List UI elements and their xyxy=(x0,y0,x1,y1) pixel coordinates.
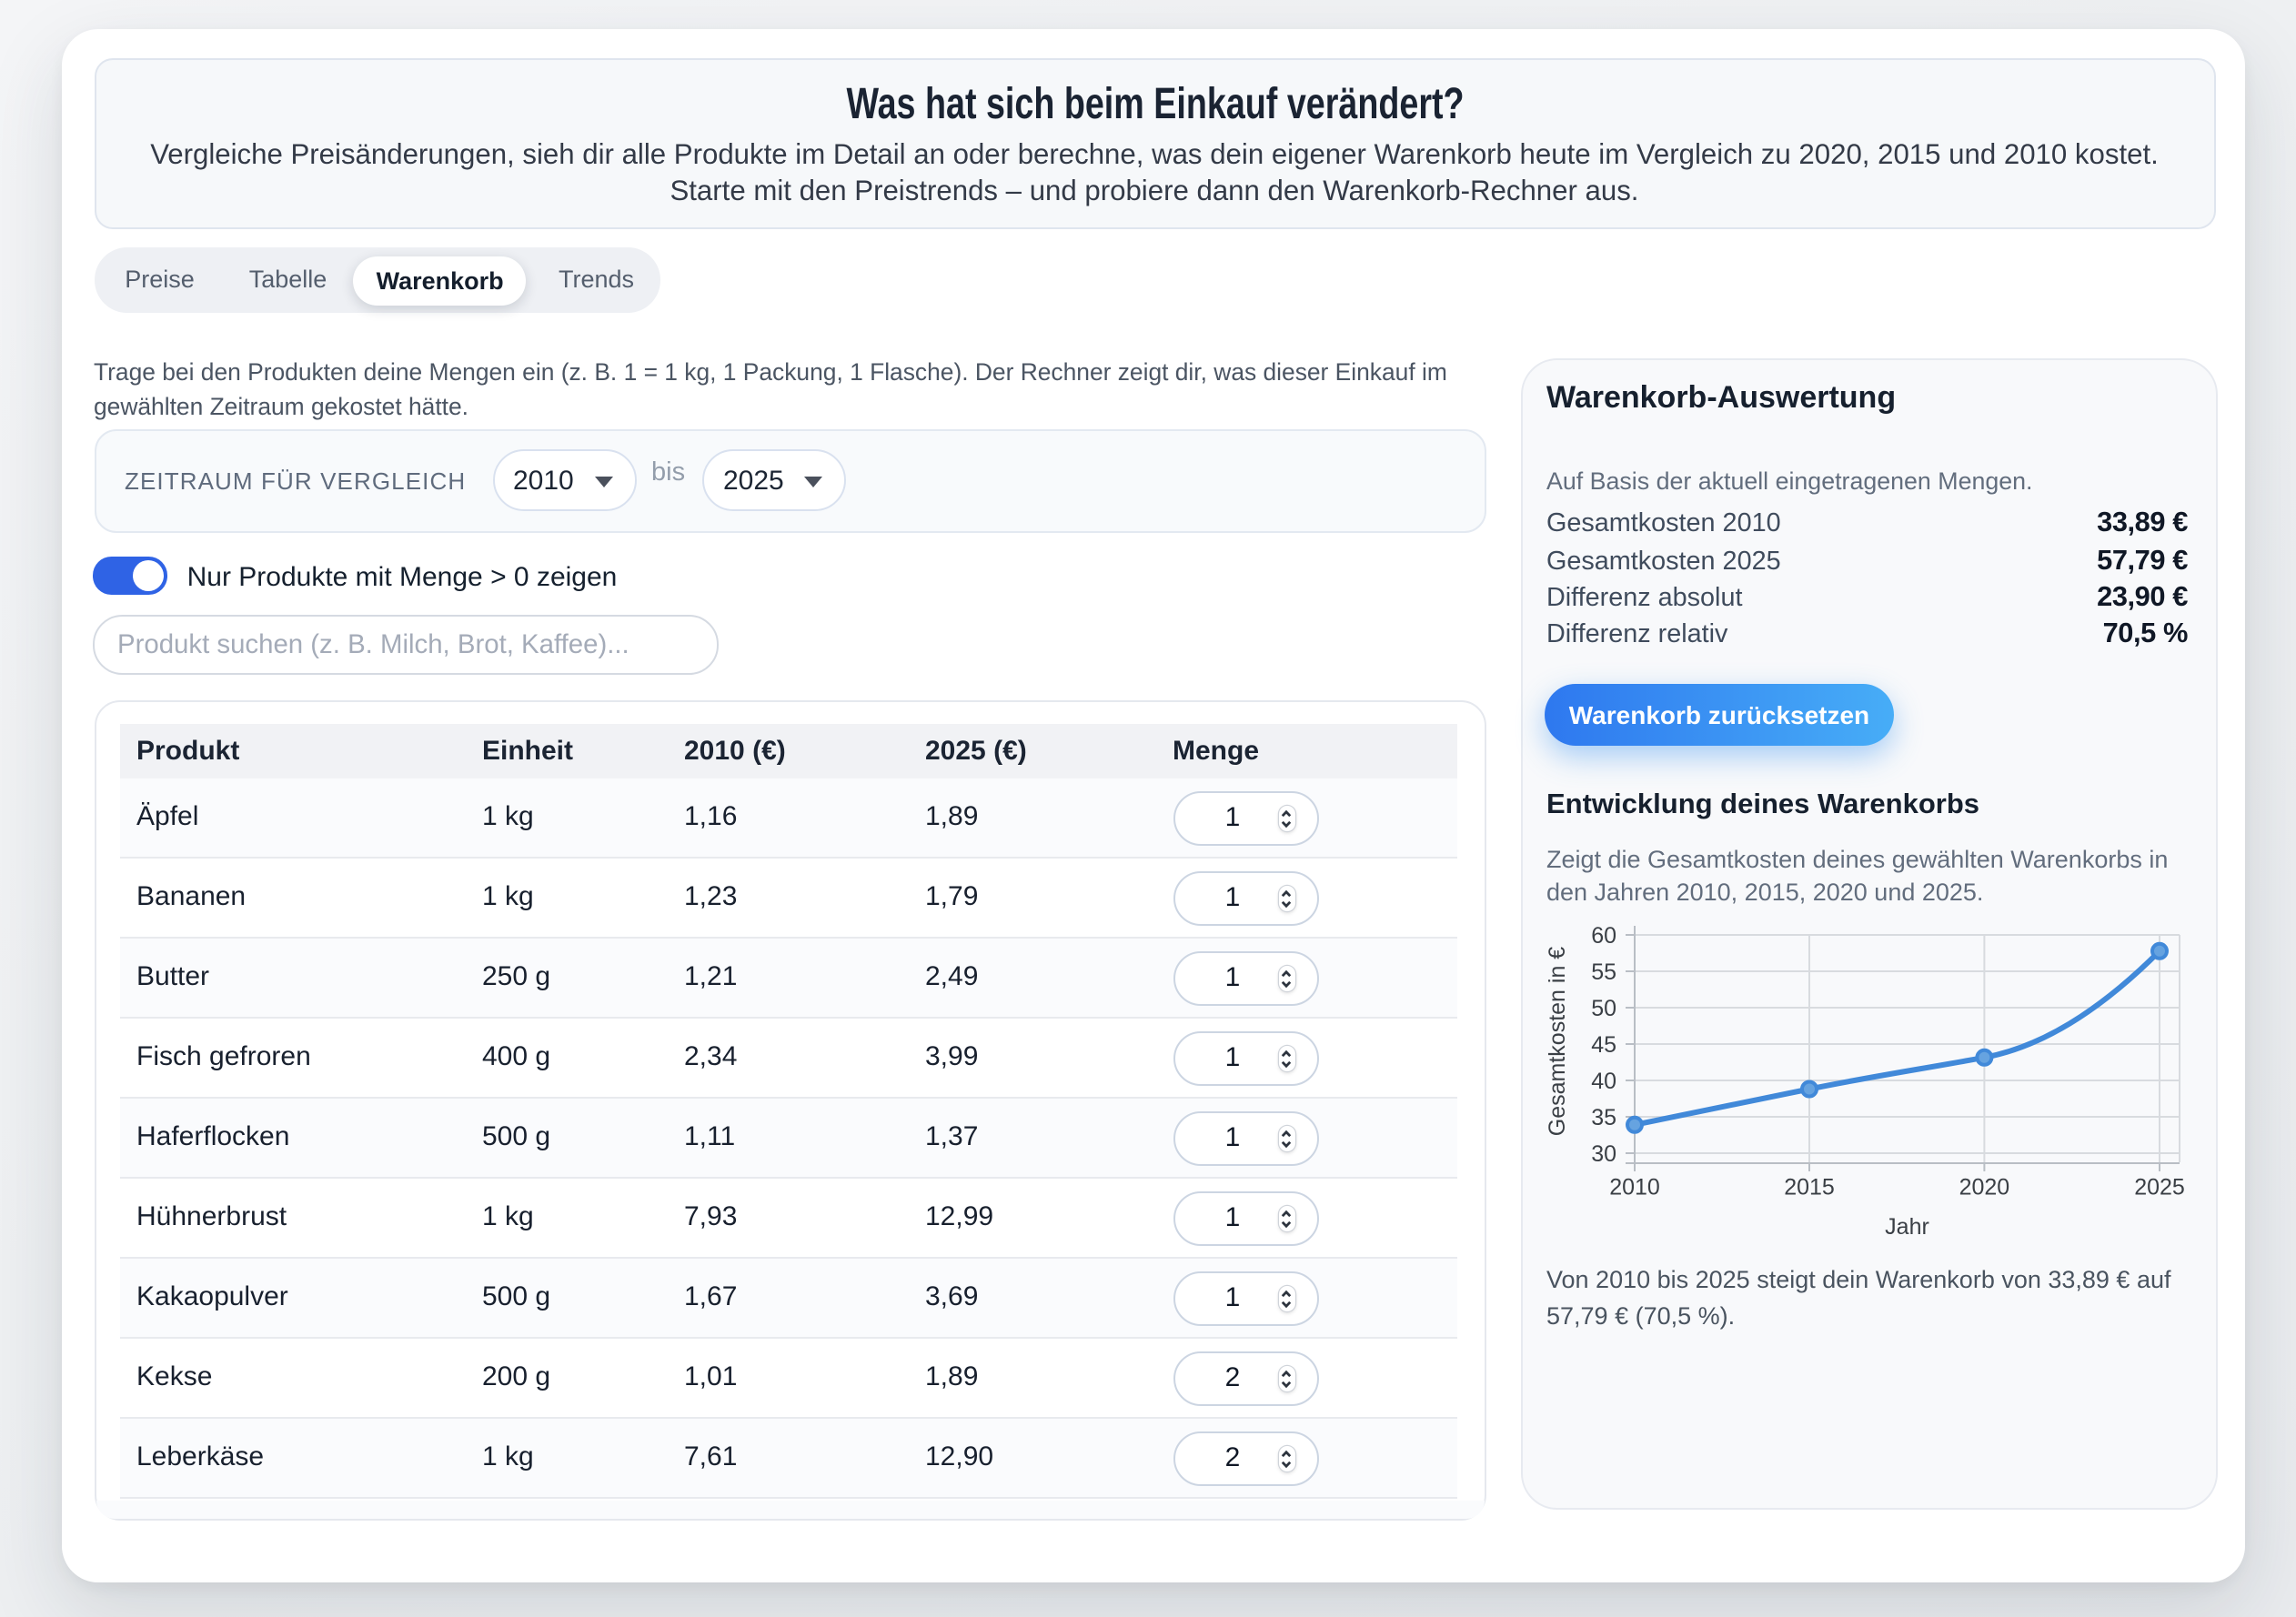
svg-text:30: 30 xyxy=(1590,1140,1616,1166)
svg-text:2010: 2010 xyxy=(1608,1174,1659,1200)
svg-text:40: 40 xyxy=(1590,1068,1616,1093)
svg-text:2020: 2020 xyxy=(1959,1174,2009,1200)
svg-text:2025: 2025 xyxy=(2133,1174,2184,1200)
svg-text:Jahr: Jahr xyxy=(1884,1213,1928,1239)
svg-text:60: 60 xyxy=(1590,922,1616,948)
svg-text:2015: 2015 xyxy=(1783,1174,1834,1200)
svg-text:55: 55 xyxy=(1590,959,1616,984)
svg-text:Gesamtkosten in €: Gesamtkosten in € xyxy=(1544,946,1569,1136)
svg-text:35: 35 xyxy=(1590,1104,1616,1130)
svg-text:45: 45 xyxy=(1590,1031,1616,1057)
svg-text:50: 50 xyxy=(1590,995,1616,1020)
